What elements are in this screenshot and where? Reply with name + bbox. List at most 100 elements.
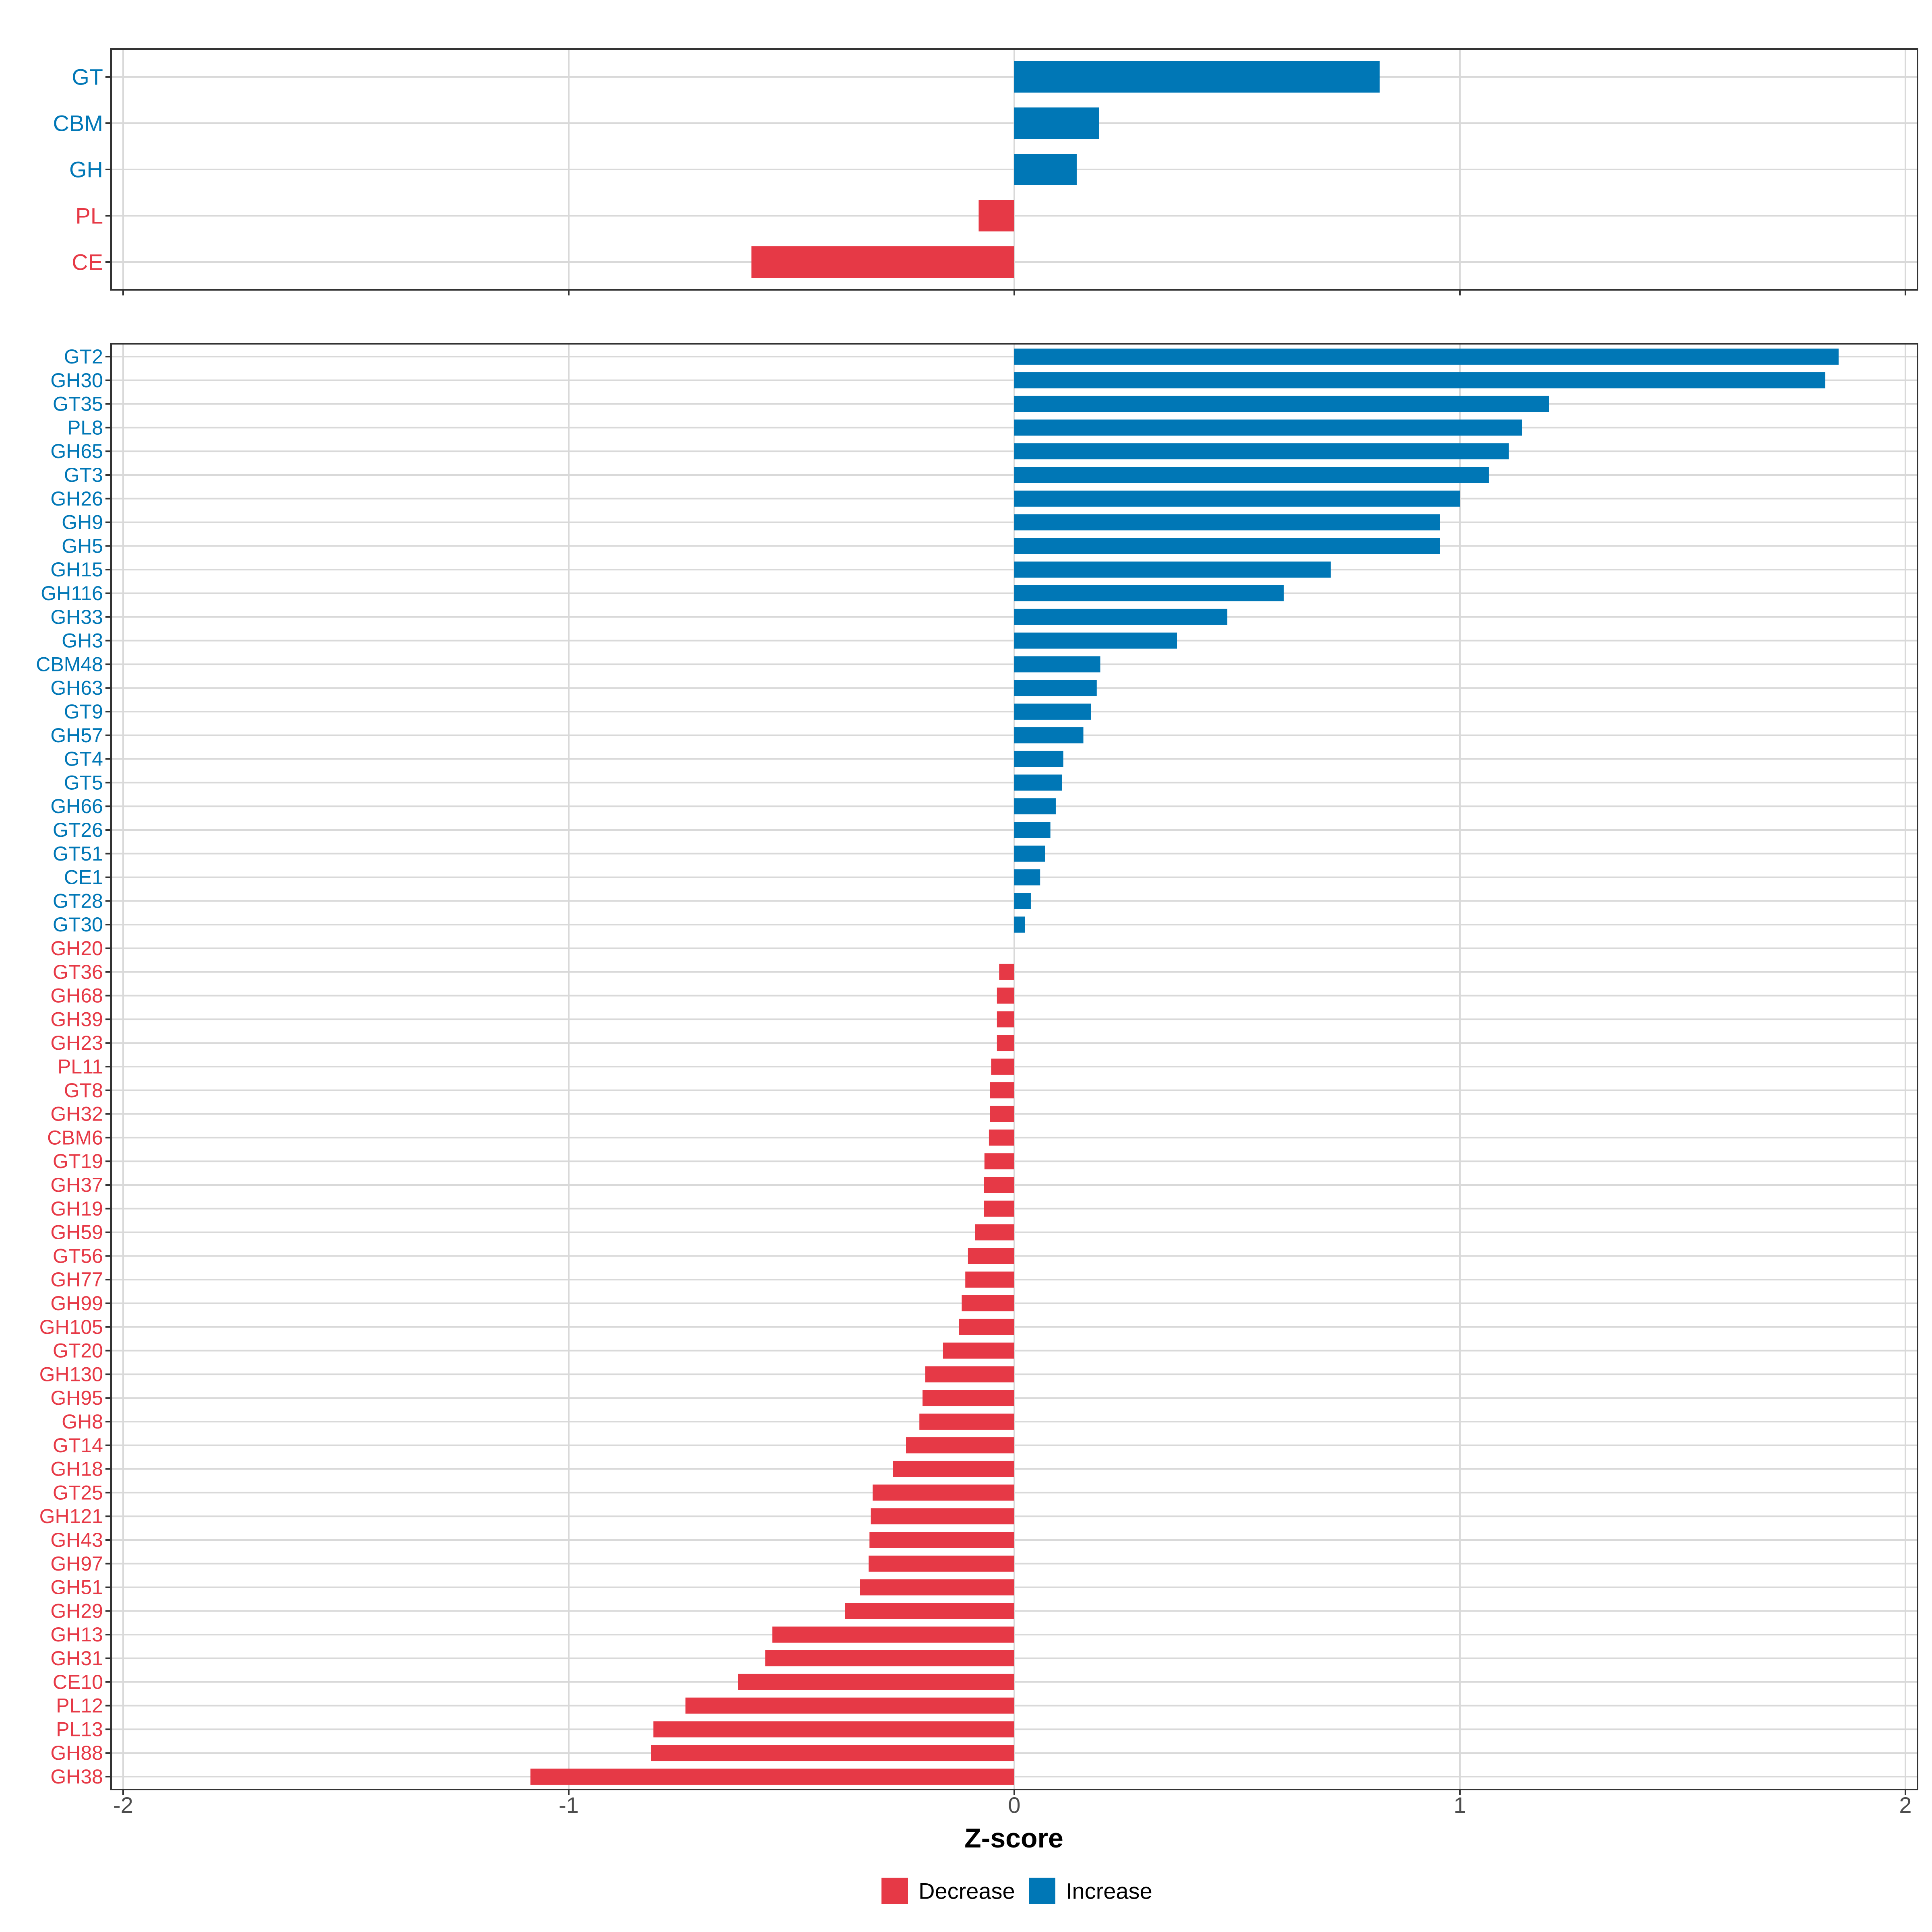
y-tick-label: GH3: [62, 630, 103, 652]
y-tick-label: GH20: [50, 937, 103, 960]
bar-pl13: [653, 1721, 1014, 1738]
legend-label-increase: Increase: [1066, 1878, 1152, 1904]
bar-gh65: [1014, 443, 1509, 460]
y-tick-label: CE10: [53, 1671, 103, 1693]
y-tick-label: GH23: [50, 1032, 103, 1054]
bar-gh19: [984, 1200, 1014, 1217]
y-tick-label: GH63: [50, 677, 103, 699]
bar-gh66: [1014, 798, 1056, 815]
bar-gt30: [1014, 916, 1025, 933]
bar-gh3: [1014, 632, 1177, 649]
legend-swatch-decrease: [881, 1878, 908, 1904]
y-tick-label: GH31: [50, 1647, 103, 1670]
y-tick-label: GH32: [50, 1103, 103, 1125]
y-tick-label: GH57: [50, 724, 103, 747]
bar-gh8: [919, 1414, 1014, 1430]
bar-gh31: [765, 1650, 1014, 1666]
y-tick-label: GT28: [53, 890, 103, 912]
panel-border: [110, 48, 1918, 291]
bar-gh121: [871, 1508, 1014, 1525]
y-tick-label: GH43: [50, 1529, 103, 1551]
bar-gh13: [772, 1627, 1014, 1643]
y-tick-label: GH29: [50, 1600, 103, 1622]
bar-gt3: [1014, 467, 1489, 483]
bar-gt2: [1014, 349, 1839, 365]
y-tick-label: GH130: [39, 1363, 103, 1385]
y-tick-label: GH18: [50, 1458, 103, 1480]
bar-gh99: [962, 1295, 1014, 1311]
bar-gh18: [893, 1461, 1014, 1477]
x-axis-title: Z-score: [964, 1823, 1063, 1854]
bar-gh51: [860, 1579, 1014, 1596]
bar-ce1: [1014, 869, 1040, 886]
bar-gh29: [845, 1603, 1014, 1619]
bottom-panel: GT2GH30GT35PL8GH65GT3GH26GH9GH5GH15GH116…: [36, 343, 1918, 1818]
bar-gh105: [959, 1319, 1014, 1335]
bar-gh5: [1014, 538, 1440, 554]
bar-gh43: [869, 1532, 1014, 1548]
bar-gh59: [975, 1224, 1014, 1241]
y-tick-label: GT8: [64, 1079, 103, 1102]
y-tick-label: GH38: [50, 1765, 103, 1788]
bar-gt14: [906, 1437, 1014, 1453]
bar-gt: [1014, 61, 1380, 93]
y-tick-label: GH88: [50, 1742, 103, 1764]
y-tick-label: GH19: [50, 1197, 103, 1220]
bar-pl8: [1014, 419, 1522, 436]
y-tick-label: GH77: [50, 1268, 103, 1291]
y-tick-label: GH15: [50, 558, 103, 581]
bar-gh116: [1014, 585, 1284, 601]
bar-gt20: [943, 1342, 1014, 1359]
bar-pl12: [685, 1697, 1014, 1714]
bar-pl11: [991, 1059, 1014, 1075]
bar-gh26: [1014, 490, 1460, 507]
bar-gt36: [999, 964, 1014, 980]
y-tick-label: GH9: [62, 511, 103, 534]
y-tick-label: GT3: [64, 464, 103, 486]
y-tick-label: GT19: [53, 1150, 103, 1172]
bar-gh130: [925, 1366, 1014, 1383]
y-tick-label: GT26: [53, 819, 103, 841]
bar-gt35: [1014, 396, 1549, 412]
y-tick-label: GT5: [64, 771, 103, 794]
y-tick-label: GT30: [53, 913, 103, 936]
y-tick-label: CBM48: [36, 653, 103, 675]
y-tick-label: GH116: [41, 582, 103, 605]
bar-gt8: [990, 1082, 1014, 1098]
y-tick-label: GH13: [50, 1623, 103, 1646]
bar-ce10: [738, 1674, 1014, 1690]
legend-label-decrease: Decrease: [919, 1878, 1015, 1904]
bar-gt4: [1014, 751, 1063, 767]
bar-gt28: [1014, 893, 1031, 909]
x-tick-label: -1: [559, 1792, 579, 1818]
bar-ce: [751, 246, 1014, 278]
y-tick-label: CE1: [64, 866, 103, 889]
y-tick-label: GT9: [64, 700, 103, 723]
bar-gh37: [984, 1177, 1014, 1193]
bar-gh: [1014, 154, 1077, 185]
x-tick-label: 2: [1899, 1792, 1911, 1818]
y-tick-label: GH30: [50, 369, 103, 392]
y-tick-label: GH65: [50, 440, 103, 462]
bar-gh33: [1014, 609, 1228, 625]
y-tick-label: CE: [72, 250, 103, 275]
bar-cbm48: [1014, 656, 1100, 673]
x-tick-label: -2: [113, 1792, 133, 1818]
bar-pl: [978, 200, 1014, 231]
y-tick-label: GH59: [50, 1221, 103, 1244]
y-tick-label: GH95: [50, 1387, 103, 1409]
y-tick-label: GT25: [53, 1481, 103, 1504]
y-tick-label: GH: [69, 157, 103, 182]
bar-gh77: [965, 1271, 1014, 1288]
y-tick-label: PL11: [58, 1055, 103, 1078]
bar-cbm: [1014, 107, 1099, 139]
y-tick-label: CBM: [53, 111, 103, 136]
y-tick-label: GT35: [53, 393, 103, 415]
y-tick-label: GT36: [53, 961, 103, 983]
bar-cbm6: [989, 1129, 1014, 1146]
bar-gt19: [984, 1153, 1014, 1170]
y-tick-label: GH39: [50, 1008, 103, 1030]
bar-gh38: [530, 1769, 1014, 1785]
y-tick-label: GT2: [64, 345, 103, 368]
